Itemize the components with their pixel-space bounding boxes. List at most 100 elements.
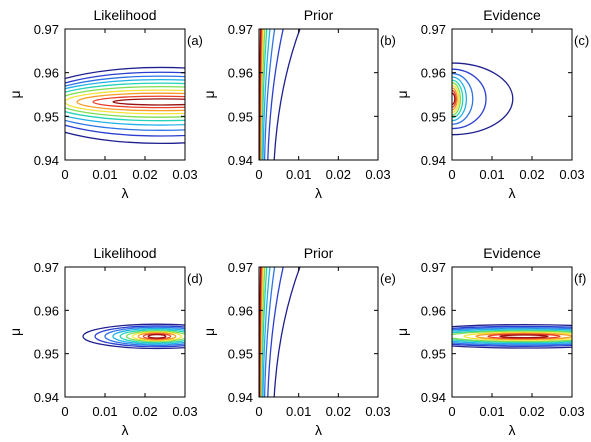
panel-tag: (c) — [574, 33, 589, 48]
contour-group — [65, 66, 185, 145]
contour-line-level-9 — [487, 333, 561, 340]
x-axis-label: λ — [509, 422, 516, 438]
contour-line-level-10 — [112, 98, 185, 106]
y-tick-label: 0.94 — [228, 390, 253, 405]
contour-line-level-6 — [65, 85, 185, 118]
x-tick-label: 0.02 — [519, 167, 544, 182]
contour-line-level-7 — [65, 89, 185, 115]
x-tick-label: 0.02 — [326, 167, 351, 182]
y-tick-label: 0.97 — [34, 22, 59, 37]
contour-group — [452, 323, 572, 349]
x-tick-label: 0.01 — [286, 404, 311, 419]
x-tick-label: 0.02 — [132, 167, 157, 182]
prior-curve-level-1 — [273, 29, 301, 160]
y-axis-label: μ — [7, 90, 23, 98]
y-axis-label: μ — [394, 90, 410, 98]
plot-frame — [451, 28, 573, 161]
contour-line-level-1 — [82, 323, 185, 350]
y-tick-label: 0.95 — [228, 109, 253, 124]
x-tick-label: 0 — [61, 404, 68, 419]
contour-line-level-1 — [65, 66, 185, 145]
prior-curve-level-4 — [262, 29, 271, 160]
contour-line-level-3 — [104, 326, 185, 347]
y-tick-label: 0.97 — [421, 22, 446, 37]
contour-line-level-2 — [94, 325, 185, 348]
panel-tag: (e) — [380, 271, 396, 286]
y-tick-label: 0.95 — [34, 109, 59, 124]
y-tick-label: 0.94 — [34, 390, 59, 405]
contour-line-level-8 — [137, 332, 177, 341]
x-tick-label: 0.02 — [326, 404, 351, 419]
contour-group — [259, 267, 301, 397]
x-tick-label: 0.01 — [479, 404, 504, 419]
contour-line-level-4 — [65, 79, 185, 126]
contour-line-level-7 — [463, 331, 572, 341]
y-tick-label: 0.96 — [421, 303, 446, 318]
contour-line-level-9 — [452, 89, 457, 108]
y-tick-label: 0.94 — [228, 153, 253, 168]
contour-group — [82, 323, 185, 350]
x-tick-label: 0.01 — [92, 404, 117, 419]
x-axis-label: λ — [122, 185, 129, 201]
contour-line-level-3 — [452, 327, 572, 346]
chart-panel-1: 0 0.01 0.02 0.03 0.94 0.95 0.96 0.97 Likelihood (… — [7, 7, 203, 201]
contour-line-level-5 — [452, 329, 572, 344]
prior-curve-level-1 — [273, 267, 301, 397]
y-tick-label: 0.96 — [228, 303, 253, 318]
panel-tag: (b) — [380, 33, 396, 48]
contour-line-level-5 — [65, 82, 185, 122]
plot-frame — [258, 28, 379, 161]
y-tick-label: 0.95 — [421, 347, 446, 362]
plot-frame — [451, 266, 573, 398]
y-axis-label: μ — [201, 90, 217, 98]
x-axis-label: λ — [315, 185, 322, 201]
contour-line-level-9 — [142, 333, 172, 340]
prior-curve-level-5 — [261, 267, 268, 397]
contour-line-level-5 — [119, 329, 185, 344]
plot-frame — [64, 266, 186, 398]
contour-line-level-8 — [76, 92, 185, 112]
y-tick-label: 0.95 — [34, 347, 59, 362]
contour-line-level-2 — [65, 71, 185, 137]
x-tick-label: 0.01 — [479, 167, 504, 182]
x-tick-label: 0 — [255, 404, 262, 419]
y-tick-label: 0.96 — [34, 66, 59, 81]
chart-panel-3: 0 0.01 0.02 0.03 0.94 0.95 0.96 0.97 Evidence (c)… — [394, 7, 589, 201]
x-tick-label: 0.02 — [519, 404, 544, 419]
x-tick-label: 0.03 — [365, 404, 390, 419]
x-tick-label: 0.03 — [172, 167, 197, 182]
contour-line-level-4 — [452, 328, 572, 345]
x-tick-label: 0.01 — [286, 167, 311, 182]
y-tick-label: 0.94 — [421, 153, 446, 168]
chart-title: Prior — [304, 245, 334, 261]
contour-line-level-10 — [499, 334, 549, 339]
y-tick-label: 0.95 — [228, 347, 253, 362]
x-tick-label: 0.03 — [559, 167, 584, 182]
prior-curve-level-2 — [267, 267, 284, 397]
x-tick-label: 0 — [61, 167, 68, 182]
contour-line-level-8 — [452, 87, 458, 111]
prior-curve-level-3 — [263, 29, 276, 160]
y-tick-label: 0.96 — [34, 303, 59, 318]
y-tick-label: 0.97 — [34, 260, 59, 275]
panel-tag: (f) — [574, 271, 586, 286]
contour-line-level-2 — [452, 68, 487, 130]
panel-tag: (a) — [187, 33, 203, 48]
contour-line-level-6 — [452, 330, 572, 343]
y-tick-label: 0.97 — [228, 260, 253, 275]
chart-title: Evidence — [483, 245, 541, 261]
contour-line-level-7 — [131, 331, 183, 342]
x-axis-label: λ — [315, 422, 322, 438]
x-tick-label: 0.01 — [92, 167, 117, 182]
chart-title: Prior — [304, 7, 334, 23]
contour-group — [259, 29, 301, 160]
contour-line-level-9 — [92, 95, 185, 109]
contour-line-level-2 — [452, 325, 572, 347]
x-axis-label: λ — [122, 422, 129, 438]
chart-panel-2: 0 0.01 0.02 0.03 0.94 0.95 0.96 0.97 Prior (b) λ μ — [201, 7, 396, 201]
contour-line-level-6 — [125, 330, 185, 343]
y-axis-label: μ — [7, 328, 23, 336]
plot-frame — [258, 266, 379, 398]
y-axis-label: μ — [201, 328, 217, 336]
